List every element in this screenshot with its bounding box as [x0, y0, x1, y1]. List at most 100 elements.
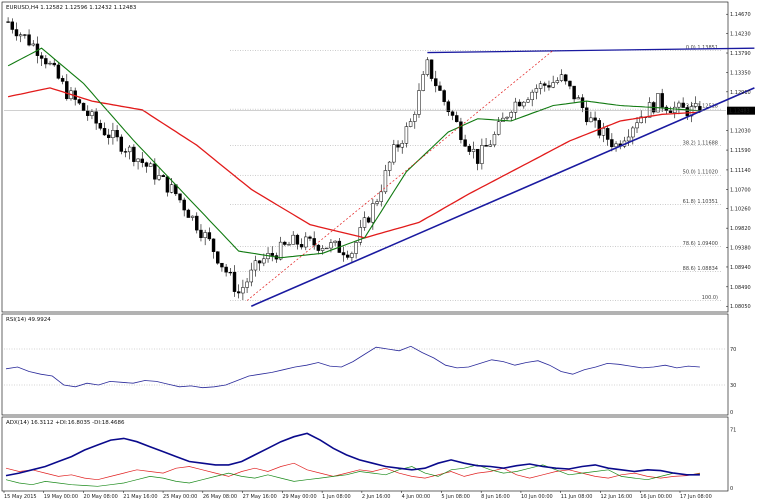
- y-tick-label: 1.11590: [730, 148, 751, 154]
- candle-body: [485, 145, 488, 146]
- x-tick-label: 15 May 2015: [4, 494, 37, 500]
- candle-body: [636, 123, 639, 128]
- candle-body: [233, 272, 236, 291]
- candle-body: [57, 65, 60, 78]
- candle-body: [65, 81, 68, 98]
- candle-body: [447, 102, 450, 112]
- y-tick-label: 1.10700: [730, 187, 751, 193]
- candle-body: [698, 106, 701, 110]
- candle-body: [430, 60, 433, 79]
- candle-body: [573, 86, 576, 99]
- candle-body: [506, 117, 509, 118]
- candle-body: [145, 163, 148, 167]
- candle-body: [216, 252, 219, 264]
- y-tick-label: 1.08490: [730, 285, 751, 291]
- candle-body: [107, 135, 110, 138]
- candle-body: [283, 242, 286, 244]
- candle-body: [489, 145, 492, 146]
- candle-body: [158, 175, 161, 179]
- x-tick-label: 20 May 08:00: [84, 494, 118, 500]
- candle-body: [397, 145, 400, 147]
- candle-body: [7, 22, 10, 23]
- candle-body: [19, 35, 22, 36]
- x-tick-label: 12 Jun 16:00: [600, 494, 632, 500]
- candle-body: [598, 120, 601, 135]
- y-tick-label: 1.09380: [730, 246, 751, 252]
- x-tick-label: 16 Jun 00:00: [640, 494, 672, 500]
- candle-body: [527, 100, 530, 102]
- candle-body: [254, 261, 257, 270]
- candle-body: [392, 145, 395, 162]
- candle-body: [225, 267, 228, 272]
- candle-body: [367, 218, 370, 222]
- candle-body: [594, 118, 597, 121]
- x-tick-label: 26 May 08:00: [203, 494, 237, 500]
- y-tick-label: 1.14230: [730, 32, 751, 38]
- y-tick-label: 1.12030: [730, 129, 751, 135]
- candle-body: [464, 140, 467, 147]
- candle-body: [585, 108, 588, 122]
- candle-body: [149, 164, 152, 167]
- candle-body: [90, 112, 93, 116]
- y-tick-label: 1.09820: [730, 226, 751, 232]
- candle-body: [476, 149, 479, 163]
- candle-body: [199, 230, 202, 238]
- y-tick-label: 1.12483: [729, 109, 750, 115]
- candle-body: [99, 123, 102, 128]
- candle-body: [405, 127, 408, 144]
- x-tick-label: 5 Jun 08:00: [441, 494, 470, 500]
- candle-body: [279, 242, 282, 259]
- candle-body: [694, 103, 697, 106]
- candle-body: [329, 243, 332, 248]
- candle-body: [547, 85, 550, 87]
- candle-body: [543, 84, 546, 86]
- candle-body: [288, 244, 291, 245]
- candle-body: [577, 98, 580, 99]
- x-tick-label: 1 Jun 08:00: [322, 494, 351, 500]
- y-tick-label: 1.08050: [730, 304, 751, 310]
- candle-body: [292, 235, 295, 244]
- y-tick-label: 1.13350: [730, 70, 751, 76]
- fib-label: 61.8) 1.10351: [683, 199, 718, 205]
- candle-body: [422, 75, 425, 91]
- candle-body: [497, 122, 500, 135]
- candle-body: [472, 149, 475, 151]
- y-tick-label: 1.08940: [730, 265, 751, 271]
- candle-body: [313, 238, 316, 245]
- candle-body: [686, 108, 689, 116]
- x-tick-label: 17 Jun 08:00: [680, 494, 712, 500]
- fib-label: 38.2) 1.11688: [683, 140, 718, 146]
- candle-body: [589, 118, 592, 122]
- candle-body: [220, 263, 223, 267]
- candle-body: [116, 130, 119, 137]
- x-tick-label: 19 May 00:00: [44, 494, 78, 500]
- rsi-tick-label: 0: [730, 410, 733, 416]
- candle-body: [443, 91, 446, 102]
- candle-body: [15, 30, 18, 36]
- candle-body: [388, 162, 391, 170]
- y-tick-label: 1.14670: [730, 12, 751, 18]
- fib-label: 100.0): [702, 295, 718, 301]
- candle-body: [438, 86, 441, 91]
- x-tick-label: 11 Jun 08:00: [561, 494, 593, 500]
- candle-body: [86, 111, 89, 116]
- candle-body: [103, 128, 106, 135]
- candle-body: [179, 194, 182, 200]
- candle-body: [78, 100, 81, 104]
- candle-body: [124, 151, 127, 152]
- candle-body: [111, 130, 114, 137]
- candle-body: [191, 216, 194, 217]
- candle-body: [682, 103, 685, 108]
- fib-label: 78.6) 1.09400: [683, 241, 718, 247]
- candle-body: [673, 107, 676, 113]
- candle-body: [455, 115, 458, 121]
- candle-body: [401, 143, 404, 147]
- candle-body: [212, 239, 215, 252]
- candle-body: [258, 261, 261, 263]
- candle-body: [648, 102, 651, 117]
- price-panel-frame: [2, 2, 728, 312]
- adx-tick-label: 0: [730, 486, 733, 492]
- candle-body: [204, 233, 207, 238]
- candle-body: [271, 253, 274, 255]
- candle-body: [434, 79, 437, 86]
